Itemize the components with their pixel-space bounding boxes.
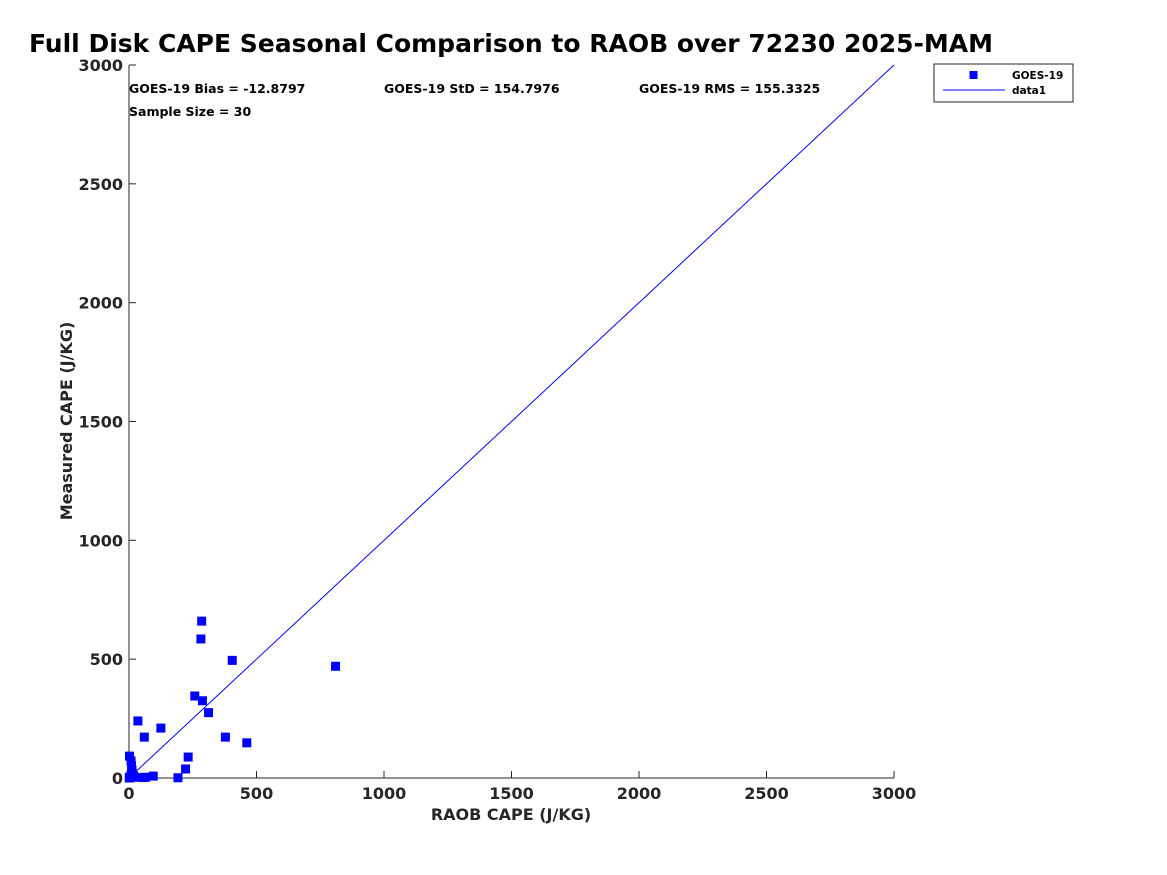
data-point	[125, 751, 135, 761]
x-tick-label: 500	[240, 784, 273, 803]
data-point	[197, 696, 207, 706]
series-goes-19	[124, 616, 341, 783]
data-point	[133, 716, 143, 726]
x-axis-ticks: 0 500 1000 1500 2000 2500 3000	[123, 771, 916, 803]
data-point	[190, 691, 200, 701]
data-point	[220, 732, 230, 742]
data-point	[173, 773, 183, 783]
sample-size-stat: Sample Size = 30	[129, 104, 251, 119]
std-stat: GOES-19 StD = 154.7976	[384, 81, 560, 96]
x-tick-label: 1500	[489, 784, 534, 803]
x-axis-label: RAOB CAPE (J/KG)	[431, 805, 591, 824]
data-point	[204, 708, 214, 718]
data-point	[196, 634, 206, 644]
y-tick-label: 2500	[78, 175, 123, 194]
data-point	[227, 655, 237, 665]
chart-title: Full Disk CAPE Seasonal Comparison to RA…	[29, 29, 993, 58]
data-point	[183, 752, 193, 762]
y-tick-label: 0	[112, 769, 123, 788]
data-point	[148, 771, 158, 781]
legend-label-data1: data1	[1012, 85, 1046, 97]
data-point	[139, 732, 149, 742]
rms-stat: GOES-19 RMS = 155.3325	[639, 81, 820, 96]
data-point	[126, 756, 136, 766]
data-point	[138, 773, 148, 783]
legend-box	[933, 63, 1074, 103]
x-tick-label: 0	[123, 784, 134, 803]
legend: GOES-19 data1	[933, 63, 1074, 103]
data-point	[331, 661, 341, 671]
y-tick-label: 500	[90, 650, 123, 669]
data-point	[127, 761, 137, 771]
y-tick-label: 1000	[78, 531, 123, 550]
bias-stat: GOES-19 Bias = -12.8797	[129, 81, 305, 96]
x-tick-label: 2500	[744, 784, 789, 803]
data-point	[197, 616, 207, 626]
data-point	[156, 723, 166, 733]
data-point	[124, 773, 134, 783]
x-tick-label: 2000	[617, 784, 662, 803]
legend-marker-goes-19	[969, 71, 978, 79]
x-tick-label: 3000	[872, 784, 917, 803]
data1-line	[128, 64, 895, 779]
y-axis-label: Measured CAPE (J/KG)	[57, 322, 76, 521]
y-tick-label: 1500	[78, 413, 123, 432]
y-tick-label: 3000	[78, 56, 123, 75]
data-point	[242, 738, 252, 748]
x-tick-label: 1000	[362, 784, 407, 803]
series-data1	[128, 64, 895, 779]
y-tick-label: 2000	[78, 294, 123, 313]
legend-label-goes-19: GOES-19	[1012, 70, 1063, 82]
data-point	[181, 764, 191, 774]
y-axis-ticks: 0 500 1000 1500 2000 2500 3000	[78, 56, 136, 788]
